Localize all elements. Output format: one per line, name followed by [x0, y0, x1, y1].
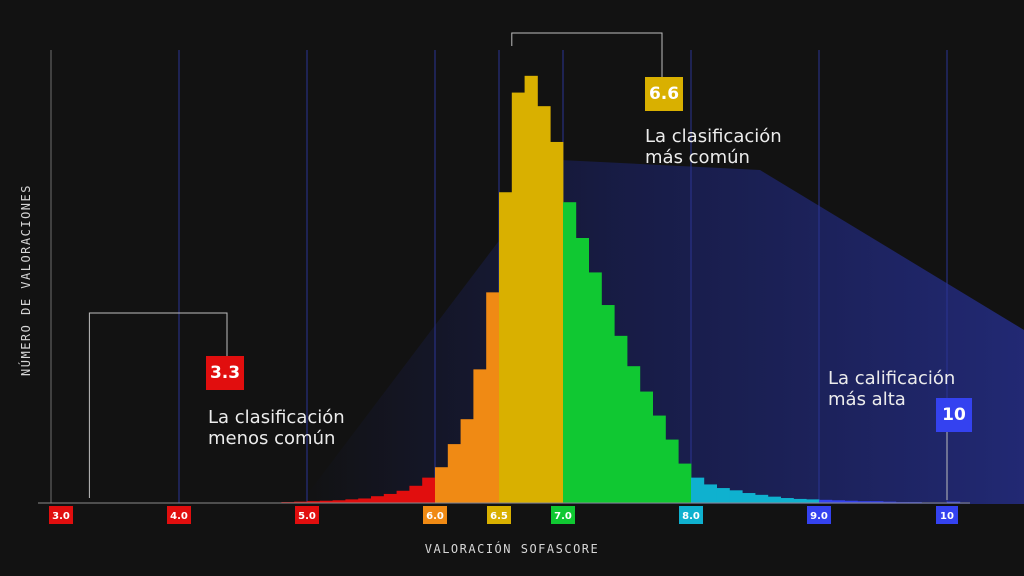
histogram-bar — [819, 499, 833, 503]
x-tick-badge — [936, 506, 958, 524]
histogram-bar — [575, 237, 589, 503]
x-tick-badge — [487, 506, 511, 524]
x-tick-badge — [49, 506, 73, 524]
x-tick-badge — [167, 506, 191, 524]
x-tick-label: 8.0 — [682, 511, 700, 522]
histogram-bar — [716, 488, 730, 503]
histogram-bar — [524, 75, 538, 504]
callout-lines — [88, 32, 948, 500]
histogram-bar — [652, 415, 666, 503]
histogram-bar — [857, 501, 871, 503]
histogram-bar — [665, 439, 679, 503]
x-tick-label: 7.0 — [554, 511, 572, 522]
histogram-bar — [767, 496, 781, 503]
histogram-bar — [447, 444, 461, 503]
histogram-bar — [947, 501, 961, 503]
histogram-bar — [460, 419, 474, 503]
highest-text-line1: La calificación — [828, 368, 956, 389]
histogram-bar — [703, 484, 717, 503]
x-tick-label: 6.5 — [490, 511, 508, 522]
histogram-bar — [435, 467, 449, 503]
highest-text-line2: más alta — [828, 389, 906, 410]
x-tick-label: 4.0 — [170, 511, 188, 522]
x-tick-badge — [551, 506, 575, 524]
highest-annotation: La calificación más alta — [828, 368, 955, 410]
histogram-bar — [780, 498, 794, 503]
x-tick-labels: 3.0 4.0 5.0 6.0 6.5 7.0 8.0 9.0 10 — [49, 506, 958, 524]
most-common-connector — [511, 32, 663, 77]
histogram-bar — [793, 498, 807, 503]
least-common-text-line2: menos común — [208, 428, 336, 449]
histogram-bar — [831, 500, 845, 503]
histogram-bar — [294, 501, 308, 503]
histogram-bar — [844, 500, 858, 503]
least-common-badge: 3.3 — [206, 356, 244, 390]
x-axis-label: VALORACIÓN SOFASCORE — [424, 542, 600, 556]
histogram-bar — [691, 477, 705, 503]
most-common-text-line2: más común — [645, 147, 750, 168]
histogram-bar — [729, 490, 743, 503]
histogram-bar — [396, 490, 410, 503]
most-common-badge: 6.6 — [645, 77, 683, 111]
histogram-bar — [883, 501, 897, 503]
y-axis-label: NÚMERO DE VALORACIONES — [19, 184, 33, 376]
histogram-bar — [422, 477, 436, 503]
histogram-bar — [639, 391, 653, 503]
most-common-annotation: La clasificación más común — [645, 126, 782, 168]
least-common-text-line1: La clasificación — [208, 407, 345, 428]
histogram-bar — [537, 106, 551, 503]
x-tick-badge — [679, 506, 703, 524]
x-tick-label: 5.0 — [298, 511, 316, 522]
histogram-bar — [499, 192, 513, 503]
bars — [51, 75, 961, 504]
histogram-bar — [358, 498, 372, 503]
x-tick-badge — [807, 506, 831, 524]
x-tick-badge — [423, 506, 447, 524]
histogram-bar — [371, 496, 385, 503]
histogram-bar — [319, 500, 333, 503]
least-common-connector — [88, 312, 228, 498]
x-tick-badge — [295, 506, 319, 524]
x-tick-label: 6.0 — [426, 511, 444, 522]
histogram-bar — [473, 369, 487, 503]
histogram-bar — [755, 494, 769, 503]
histogram-bar — [806, 499, 820, 503]
histogram-bar — [550, 141, 564, 504]
histogram-bar — [409, 485, 423, 503]
histogram-bar — [678, 463, 692, 503]
histogram-bar — [563, 202, 577, 503]
histogram-bar — [307, 501, 321, 503]
histogram-bar — [345, 499, 359, 503]
highest-badge: 10 — [936, 398, 972, 432]
x-tick-label: 3.0 — [52, 511, 70, 522]
x-tick-label: 9.0 — [810, 511, 828, 522]
histogram-bar — [588, 272, 602, 503]
histogram-bar — [383, 493, 397, 503]
x-tick-label: 10 — [940, 511, 954, 522]
histogram-bar — [511, 92, 525, 503]
histogram-bar — [332, 500, 346, 503]
histogram-bar — [742, 493, 756, 503]
histogram-bar — [486, 292, 500, 503]
histogram-bar — [870, 501, 884, 503]
least-common-annotation: La clasificación menos común — [208, 407, 345, 449]
histogram-bar — [627, 366, 641, 503]
most-common-text-line1: La clasificación — [645, 126, 782, 147]
histogram-bar — [614, 335, 628, 503]
histogram-bar — [601, 305, 615, 503]
